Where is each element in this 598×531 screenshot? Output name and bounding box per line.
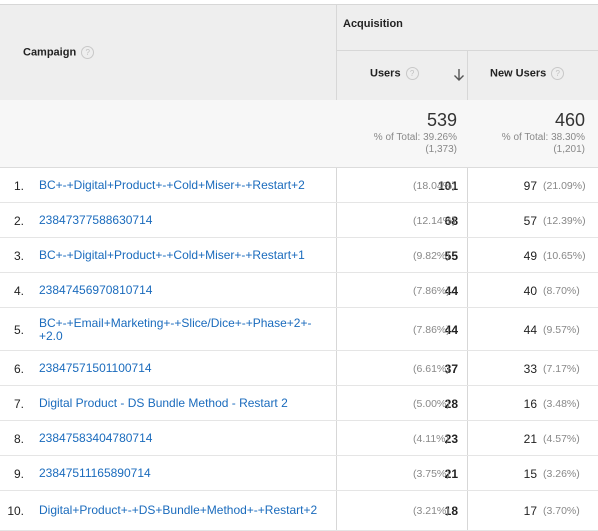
new-users-total: 460 — [554, 110, 585, 130]
users-value: 101 — [437, 179, 458, 193]
table-header: Campaign? — [0, 4, 598, 100]
table-row: 7. Digital Product - DS Bundle Method - R… — [0, 386, 598, 421]
users-column-header[interactable]: Users? — [370, 67, 419, 80]
table-row: 1. BC+-+Digital+Product+-+Cold+Miser+-+Re… — [0, 168, 598, 203]
row-index: 1. — [13, 179, 24, 193]
row-index: 10. — [7, 504, 24, 518]
new-users-value: 15 — [523, 467, 537, 481]
users-percent: (3.21%) — [413, 505, 450, 517]
table-row: 4. 23847456970810714 44 (7.86%) 40 (8.70%) — [0, 273, 598, 308]
help-icon[interactable]: ? — [81, 46, 95, 59]
help-icon[interactable]: ? — [551, 67, 565, 80]
campaign-link[interactable]: 23847583404780714 — [39, 431, 153, 445]
column-divider — [467, 50, 468, 531]
users-value: 23 — [444, 432, 458, 446]
row-index: 6. — [13, 362, 24, 376]
users-value: 44 — [444, 323, 458, 337]
new-users-value: 44 — [523, 323, 537, 337]
table-row: 9. 23847511165890714 21 (3.75%) 15 (3.26%) — [0, 456, 598, 491]
new-users-percent: (9.57%) — [543, 324, 580, 336]
new-users-percent: (12.39%) — [543, 215, 586, 227]
users-percent: (7.86%) — [413, 285, 450, 297]
users-percent: (12.14%) — [413, 215, 456, 227]
new-users-percent: (4.57%) — [543, 433, 580, 445]
row-index: 3. — [13, 249, 24, 263]
users-percent: (6.61%) — [413, 363, 450, 375]
help-icon[interactable]: ? — [405, 67, 419, 80]
new-users-value: 40 — [523, 284, 537, 298]
users-total: 539 — [426, 110, 457, 130]
table-row: 3. BC+-+Digital+Product+-+Cold+Miser+-+Re… — [0, 238, 598, 273]
new-users-total-pct: % of Total: 38.30% — [501, 132, 585, 143]
new-users-percent: (10.65%) — [543, 250, 586, 262]
new-users-value: 21 — [523, 432, 537, 446]
users-value: 44 — [444, 284, 458, 298]
campaign-link[interactable]: 23847377588630714 — [39, 213, 153, 227]
new-users-column-header[interactable]: New Users? — [490, 67, 565, 80]
users-percent: (18.04%) — [413, 180, 456, 192]
header-divider — [336, 50, 598, 51]
new-users-percent: (21.09%) — [543, 180, 586, 192]
campaign-link[interactable]: BC+-+Digital+Product+-+Cold+Miser+-+Rest… — [39, 178, 305, 192]
users-total-of: (1,373) — [425, 144, 457, 155]
table-row: 2. 23847377588630714 68 (12.14%) 57 (12.39%) — [0, 203, 598, 238]
new-users-percent: (3.70%) — [543, 505, 580, 517]
new-users-value: 16 — [523, 397, 537, 411]
new-users-percent: (3.26%) — [543, 468, 580, 480]
users-percent: (9.82%) — [413, 250, 450, 262]
new-users-value: 97 — [523, 179, 537, 193]
row-index: 7. — [13, 397, 24, 411]
campaign-link[interactable]: 23847456970810714 — [39, 283, 153, 297]
campaign-link[interactable]: BC+-+Email+Marketing+-+Slice/Dice+-+Phas… — [39, 316, 312, 343]
campaign-link[interactable]: 23847511165890714 — [39, 466, 151, 480]
users-value: 28 — [444, 397, 458, 411]
table-row: 8. 23847583404780714 23 (4.11%) 21 (4.57%) — [0, 421, 598, 456]
campaign-link[interactable]: Digital Product - DS Bundle Method - Res… — [39, 396, 288, 410]
campaign-link[interactable]: BC+-+Digital+Product+-+Cold+Miser+-+Rest… — [39, 248, 305, 262]
new-users-percent: (3.48%) — [543, 398, 580, 410]
users-value: 55 — [444, 249, 458, 263]
users-total-pct: % of Total: 39.26% — [373, 132, 457, 143]
row-index: 8. — [13, 432, 24, 446]
row-index: 4. — [13, 284, 24, 298]
new-users-value: 17 — [523, 504, 537, 518]
totals-row: 539 % of Total: 39.26% (1,373) 460 % of … — [0, 100, 598, 168]
users-value: 21 — [444, 467, 458, 481]
users-value: 18 — [444, 504, 458, 518]
users-percent: (5.00%) — [413, 398, 450, 410]
acquisition-group-header: Acquisition — [343, 18, 403, 30]
table-row: 10. Digital+Product+-+DS+Bundle+Method+-+… — [0, 491, 598, 531]
users-percent: (3.75%) — [413, 468, 450, 480]
row-index: 2. — [13, 214, 24, 228]
new-users-value: 33 — [523, 362, 537, 376]
new-users-value: 49 — [523, 249, 537, 263]
table-row: 6. 23847571501100714 37 (6.61%) 33 (7.17%) — [0, 351, 598, 386]
row-index: 5. — [13, 323, 24, 337]
new-users-total-of: (1,201) — [553, 144, 585, 155]
users-percent: (4.11%) — [413, 433, 449, 445]
campaign-column-header[interactable]: Campaign? — [23, 46, 95, 59]
table-row: 5. BC+-+Email+Marketing+-+Slice/Dice+-+Ph… — [0, 308, 598, 351]
sort-desc-icon[interactable] — [453, 68, 465, 82]
users-value: 37 — [444, 362, 458, 376]
campaign-link[interactable]: 23847571501100714 — [39, 361, 152, 375]
row-index: 9. — [13, 467, 24, 481]
users-percent: (7.86%) — [413, 324, 450, 336]
new-users-percent: (8.70%) — [543, 285, 580, 297]
new-users-value: 57 — [523, 214, 537, 228]
column-divider — [336, 4, 337, 531]
new-users-percent: (7.17%) — [543, 363, 580, 375]
campaign-link[interactable]: Digital+Product+-+DS+Bundle+Method+-+Res… — [39, 503, 318, 517]
users-value: 68 — [444, 214, 458, 228]
